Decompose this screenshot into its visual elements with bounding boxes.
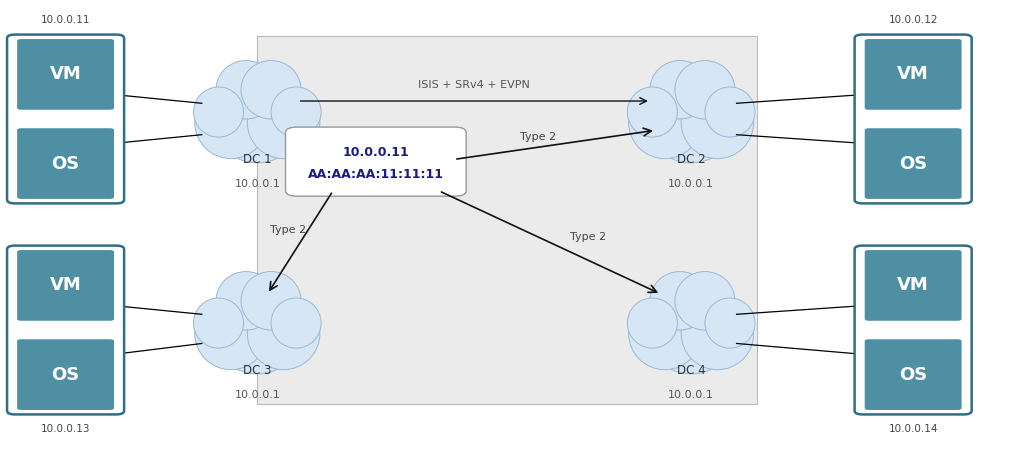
Text: VM: VM [897, 277, 929, 295]
FancyBboxPatch shape [257, 36, 757, 404]
Text: 10.0.0.1: 10.0.0.1 [234, 179, 281, 189]
Text: 10.0.0.1: 10.0.0.1 [668, 179, 714, 189]
Text: VM: VM [49, 277, 82, 295]
Ellipse shape [705, 87, 755, 137]
Text: 10.0.0.13: 10.0.0.13 [40, 424, 91, 434]
Ellipse shape [271, 298, 321, 348]
Text: DC 2: DC 2 [677, 153, 705, 166]
Text: 10.0.0.14: 10.0.0.14 [888, 424, 938, 434]
Text: OS: OS [899, 154, 927, 172]
Ellipse shape [241, 61, 301, 119]
Text: 10.0.0.1: 10.0.0.1 [668, 390, 714, 400]
Ellipse shape [271, 87, 321, 137]
Ellipse shape [216, 61, 276, 119]
Ellipse shape [650, 61, 710, 119]
FancyBboxPatch shape [17, 250, 114, 321]
Text: ISIS + SRv4 + EVPN: ISIS + SRv4 + EVPN [419, 80, 530, 90]
Ellipse shape [211, 279, 305, 374]
Text: DC 3: DC 3 [243, 364, 271, 377]
FancyBboxPatch shape [17, 39, 114, 110]
Text: OS: OS [51, 154, 80, 172]
Ellipse shape [241, 272, 301, 330]
Text: VM: VM [49, 66, 82, 84]
FancyBboxPatch shape [7, 246, 124, 414]
Ellipse shape [681, 297, 754, 370]
FancyBboxPatch shape [7, 35, 124, 203]
FancyBboxPatch shape [865, 250, 962, 321]
Text: 10.0.0.12: 10.0.0.12 [888, 15, 938, 25]
Ellipse shape [247, 297, 320, 370]
FancyBboxPatch shape [865, 128, 962, 199]
FancyBboxPatch shape [865, 39, 962, 110]
Text: Type 2: Type 2 [270, 225, 307, 235]
FancyBboxPatch shape [855, 35, 972, 203]
Text: AA:AA:AA:11:11:11: AA:AA:AA:11:11:11 [308, 168, 444, 181]
Ellipse shape [211, 68, 305, 163]
FancyBboxPatch shape [855, 246, 972, 414]
Ellipse shape [216, 272, 276, 330]
Text: 10.0.0.11: 10.0.0.11 [40, 15, 91, 25]
Ellipse shape [628, 87, 677, 137]
Ellipse shape [645, 68, 739, 163]
FancyBboxPatch shape [17, 128, 114, 199]
Ellipse shape [675, 272, 735, 330]
Ellipse shape [247, 86, 320, 158]
Ellipse shape [675, 61, 735, 119]
Text: 10.0.0.1: 10.0.0.1 [234, 390, 281, 400]
Text: Type 2: Type 2 [570, 232, 606, 242]
FancyBboxPatch shape [17, 339, 114, 410]
FancyBboxPatch shape [286, 127, 466, 196]
Ellipse shape [681, 86, 754, 158]
Text: VM: VM [897, 66, 929, 84]
FancyBboxPatch shape [865, 339, 962, 410]
Ellipse shape [628, 298, 677, 348]
Ellipse shape [629, 86, 701, 158]
Text: 10.0.0.11: 10.0.0.11 [342, 146, 410, 159]
Ellipse shape [194, 87, 243, 137]
Ellipse shape [194, 298, 243, 348]
Text: Type 2: Type 2 [520, 132, 556, 142]
Text: OS: OS [51, 365, 80, 383]
Ellipse shape [629, 297, 701, 370]
Ellipse shape [645, 279, 739, 374]
Text: OS: OS [899, 365, 927, 383]
Ellipse shape [650, 272, 710, 330]
Text: DC 1: DC 1 [243, 153, 271, 166]
Ellipse shape [705, 298, 755, 348]
Ellipse shape [195, 86, 267, 158]
Text: DC 4: DC 4 [677, 364, 705, 377]
Ellipse shape [195, 297, 267, 370]
